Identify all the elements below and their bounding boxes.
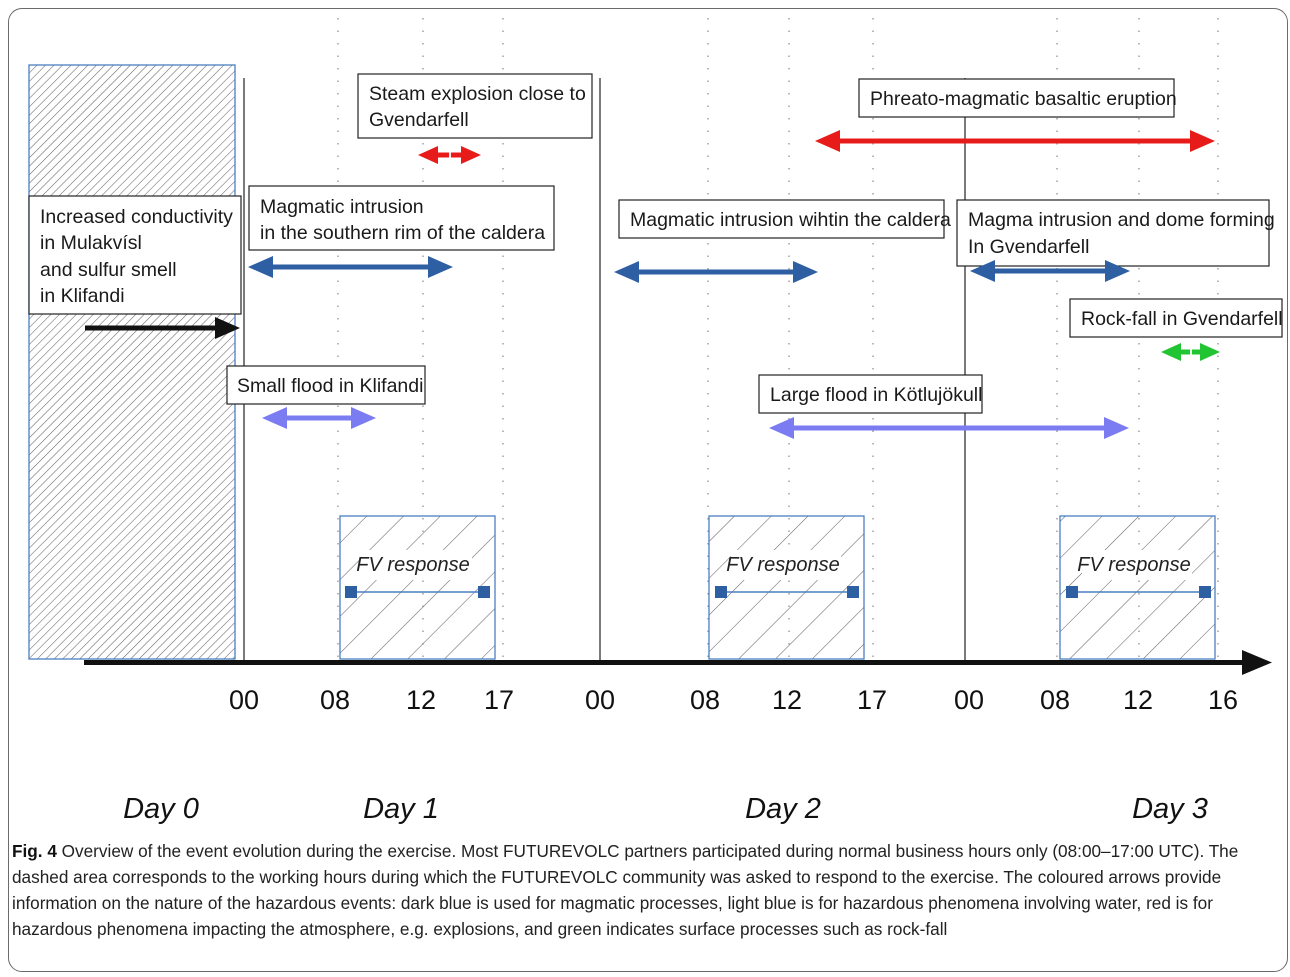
fv-response-label: FV response	[1077, 554, 1190, 576]
fv-response-box-day2: FV response	[708, 515, 865, 660]
event-label-line: Rock-fall in Gvendarfell	[1081, 308, 1283, 330]
event-label-line: in Klifandi	[40, 285, 125, 307]
event-steam-explosion: Steam explosion close to Gvendarfell	[357, 73, 593, 139]
fv-response-box-day1: FV response	[339, 515, 496, 660]
tick-label: 08	[690, 685, 720, 715]
day-label: Day 0	[123, 793, 199, 825]
event-label-line: Small flood in Klifandi	[237, 375, 423, 397]
tick-label: 17	[484, 685, 514, 715]
event-label-line: Phreato-magmatic basaltic eruption	[870, 88, 1177, 110]
arrow-rock-fall	[1161, 342, 1220, 362]
event-label-line: in the southern rim of the caldera	[260, 222, 545, 244]
day0-hatched-region	[28, 64, 236, 660]
event-label-line: Magma intrusion and dome forming	[968, 209, 1275, 231]
tick-label: 00	[585, 685, 615, 715]
event-magma-dome: Magma intrusion and dome forming In Gven…	[956, 199, 1275, 267]
event-label-line: Steam explosion close to	[369, 83, 586, 105]
fv-response-label: FV response	[726, 554, 839, 576]
fv-response-label: FV response	[356, 554, 469, 576]
event-label-line: Magmatic intrusion wihtin the caldera	[630, 209, 951, 231]
event-rock-fall: Rock-fall in Gvendarfell	[1069, 298, 1283, 338]
tick-label: 17	[857, 685, 887, 715]
event-label-line: Increased conductivity	[40, 206, 233, 228]
arrow-phreato-magmatic	[815, 130, 1215, 152]
arrow-magmatic-intrusion-south	[248, 256, 453, 278]
day-label: Day 2	[745, 793, 821, 825]
event-magmatic-intrusion-south: Magmatic intrusion in the southern rim o…	[248, 185, 555, 251]
tick-label: 08	[1040, 685, 1070, 715]
arrow-steam-explosion	[418, 145, 481, 165]
event-label-line: Magmatic intrusion	[260, 196, 424, 218]
tick-label: 00	[229, 685, 259, 715]
figure-caption: Fig. 4 Overview of the event evolution d…	[12, 838, 1274, 942]
arrow-magmatic-intrusion-caldera	[614, 261, 818, 283]
event-large-flood: Large flood in Kötlujökull	[758, 374, 983, 414]
day-label: Day 1	[363, 793, 439, 825]
arrow-large-flood	[769, 417, 1129, 439]
arrow-small-flood	[262, 407, 376, 429]
event-timeline-diagram: FV response FV response FV response Incr…	[28, 18, 1283, 825]
tick-label: 08	[320, 685, 350, 715]
caption-label: Fig. 4	[12, 841, 57, 861]
event-label-line: in Mulakvísl	[40, 232, 142, 254]
caption-text: Overview of the event evolution during t…	[12, 841, 1239, 939]
day-label: Day 3	[1132, 793, 1208, 825]
tick-label: 12	[406, 685, 436, 715]
tick-labels: 00 08 12 17 00 08 12 17 00 08 12 16	[229, 685, 1238, 715]
event-label-line: Large flood in Kötlujökull	[770, 384, 982, 406]
arrow-magma-dome	[970, 260, 1130, 282]
time-axis	[84, 650, 1272, 675]
day-labels: Day 0 Day 1 Day 2 Day 3	[123, 793, 1208, 825]
event-label-line: Gvendarfell	[369, 109, 469, 131]
tick-label: 16	[1208, 685, 1238, 715]
fv-response-box-day3: FV response	[1059, 515, 1216, 660]
event-magmatic-intrusion-caldera: Magmatic intrusion wihtin the caldera	[618, 199, 951, 239]
event-small-flood: Small flood in Klifandi	[226, 365, 426, 405]
tick-label: 12	[772, 685, 802, 715]
event-phreato-magmatic: Phreato-magmatic basaltic eruption	[858, 78, 1177, 118]
arrow-increased-conductivity	[85, 317, 240, 339]
tick-label: 00	[954, 685, 984, 715]
event-label-line: In Gvendarfell	[968, 236, 1089, 258]
event-increased-conductivity: Increased conductivity in Mulakvísl and …	[28, 195, 242, 315]
tick-label: 12	[1123, 685, 1153, 715]
event-label-line: and sulfur smell	[40, 259, 177, 281]
